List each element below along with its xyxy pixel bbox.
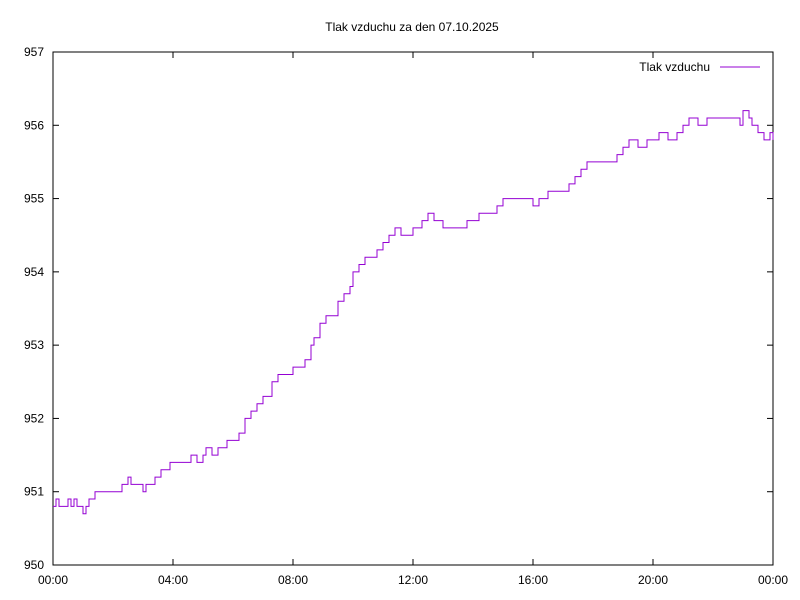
x-tick-label: 16:00 <box>518 573 548 587</box>
x-tick-label: 04:00 <box>158 573 188 587</box>
series-line-tlak-vzduchu <box>53 110 774 515</box>
y-tick-label: 954 <box>24 265 44 279</box>
legend-label: Tlak vzduchu <box>639 60 710 74</box>
x-tick-label: 20:00 <box>638 573 668 587</box>
y-tick-label: 956 <box>24 118 44 132</box>
y-axis-ticks: 950 951 952 953 954 955 956 957 <box>24 45 773 572</box>
chart-title: Tlak vzduchu za den 07.10.2025 <box>325 20 499 34</box>
y-tick-label: 953 <box>24 338 44 352</box>
y-tick-label: 950 <box>24 558 44 572</box>
y-tick-label: 957 <box>24 45 44 59</box>
x-tick-label: 08:00 <box>278 573 308 587</box>
x-tick-label: 12:00 <box>398 573 428 587</box>
x-tick-label: 00:00 <box>38 573 68 587</box>
y-tick-label: 951 <box>24 485 44 499</box>
x-tick-label: 00:00 <box>758 573 788 587</box>
y-tick-label: 955 <box>24 192 44 206</box>
plot-frame <box>52 51 774 566</box>
x-axis-ticks: 00:00 04:00 08:00 12:00 16:00 20:00 00:00 <box>38 52 788 587</box>
y-tick-label: 952 <box>24 411 44 425</box>
legend: Tlak vzduchu <box>639 60 760 74</box>
